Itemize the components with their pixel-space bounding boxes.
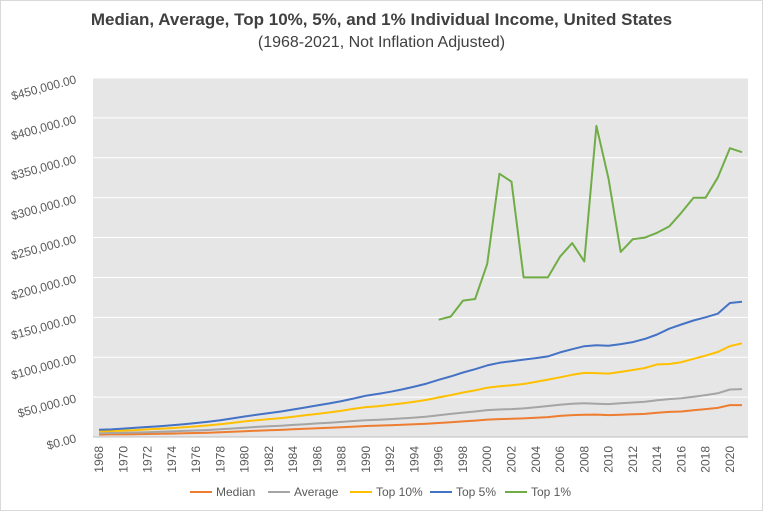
x-tick-label: 1970 — [116, 446, 130, 473]
y-tick-label: $150,000.00 — [10, 312, 78, 343]
x-tick-label: 2012 — [626, 446, 640, 473]
x-tick-label: 1986 — [310, 446, 324, 473]
y-tick-label: $400,000.00 — [10, 112, 78, 143]
x-tick-label: 1988 — [335, 446, 349, 473]
x-tick-label: 1974 — [165, 446, 179, 473]
x-tick-label: 1978 — [213, 446, 227, 473]
series-line-top-1- — [438, 124, 743, 321]
x-tick-label: 1982 — [262, 446, 276, 473]
x-tick-label: 2016 — [674, 446, 688, 473]
series-line-top-10- — [98, 342, 743, 433]
x-tick-label: 2000 — [480, 446, 494, 473]
y-tick-label: $0.00 — [45, 431, 78, 452]
x-tick-label: 2018 — [699, 446, 713, 473]
x-tick-label: 2010 — [602, 446, 616, 473]
legend: Median Average Top 10% Top 5% Top 1% — [190, 485, 571, 499]
x-tick-label: 1968 — [92, 446, 106, 473]
x-tick-label: 1994 — [407, 446, 421, 473]
series-line-average — [98, 388, 743, 435]
x-tick-label: 1996 — [432, 446, 446, 473]
legend-label: Top 5% — [456, 485, 496, 499]
x-tick-label: 2006 — [553, 446, 567, 473]
series-line-median — [98, 404, 742, 436]
y-axis-ticks: $0.00 $50,000.00 $100,000.00 $150,000.00 $20… — [10, 72, 78, 452]
y-tick-label: $100,000.00 — [10, 352, 78, 383]
x-tick-label: 2002 — [504, 446, 518, 473]
x-tick-label: 2014 — [650, 446, 664, 473]
legend-label: Top 1% — [531, 485, 571, 499]
x-tick-label: 2004 — [529, 446, 543, 473]
x-tick-label: 1972 — [141, 446, 155, 473]
y-tick-label: $200,000.00 — [10, 272, 78, 303]
x-tick-label: 1976 — [189, 446, 203, 473]
legend-label: Top 10% — [376, 485, 423, 499]
y-tick-label: $250,000.00 — [10, 232, 78, 263]
y-tick-label: $50,000.00 — [16, 391, 78, 420]
y-tick-label: $450,000.00 — [10, 72, 78, 103]
x-tick-label: 1980 — [238, 446, 252, 473]
chart-title: Median, Average, Top 10%, 5%, and 1% Ind… — [90, 10, 673, 29]
x-tick-label: 1998 — [456, 446, 470, 473]
x-axis-ticks: 1968 1970 1972 1974 1976 1978 1980 1982 1984 1986… — [92, 446, 737, 473]
y-tick-label: $300,000.00 — [10, 192, 78, 223]
chart-subtitle: (1968-2021, Not Inflation Adjusted) — [257, 34, 506, 51]
y-tick-label: $350,000.00 — [10, 152, 78, 183]
x-tick-label: 2020 — [723, 446, 737, 473]
x-tick-label: 1992 — [383, 446, 397, 473]
x-tick-label: 2008 — [577, 446, 591, 473]
plot-area — [93, 78, 748, 437]
legend-label: Median — [216, 485, 255, 499]
x-tick-label: 1984 — [286, 446, 300, 473]
series-line-top-5- — [98, 300, 743, 431]
legend-label: Average — [294, 485, 339, 499]
x-tick-label: 1990 — [359, 446, 373, 473]
series-lines — [98, 124, 743, 436]
